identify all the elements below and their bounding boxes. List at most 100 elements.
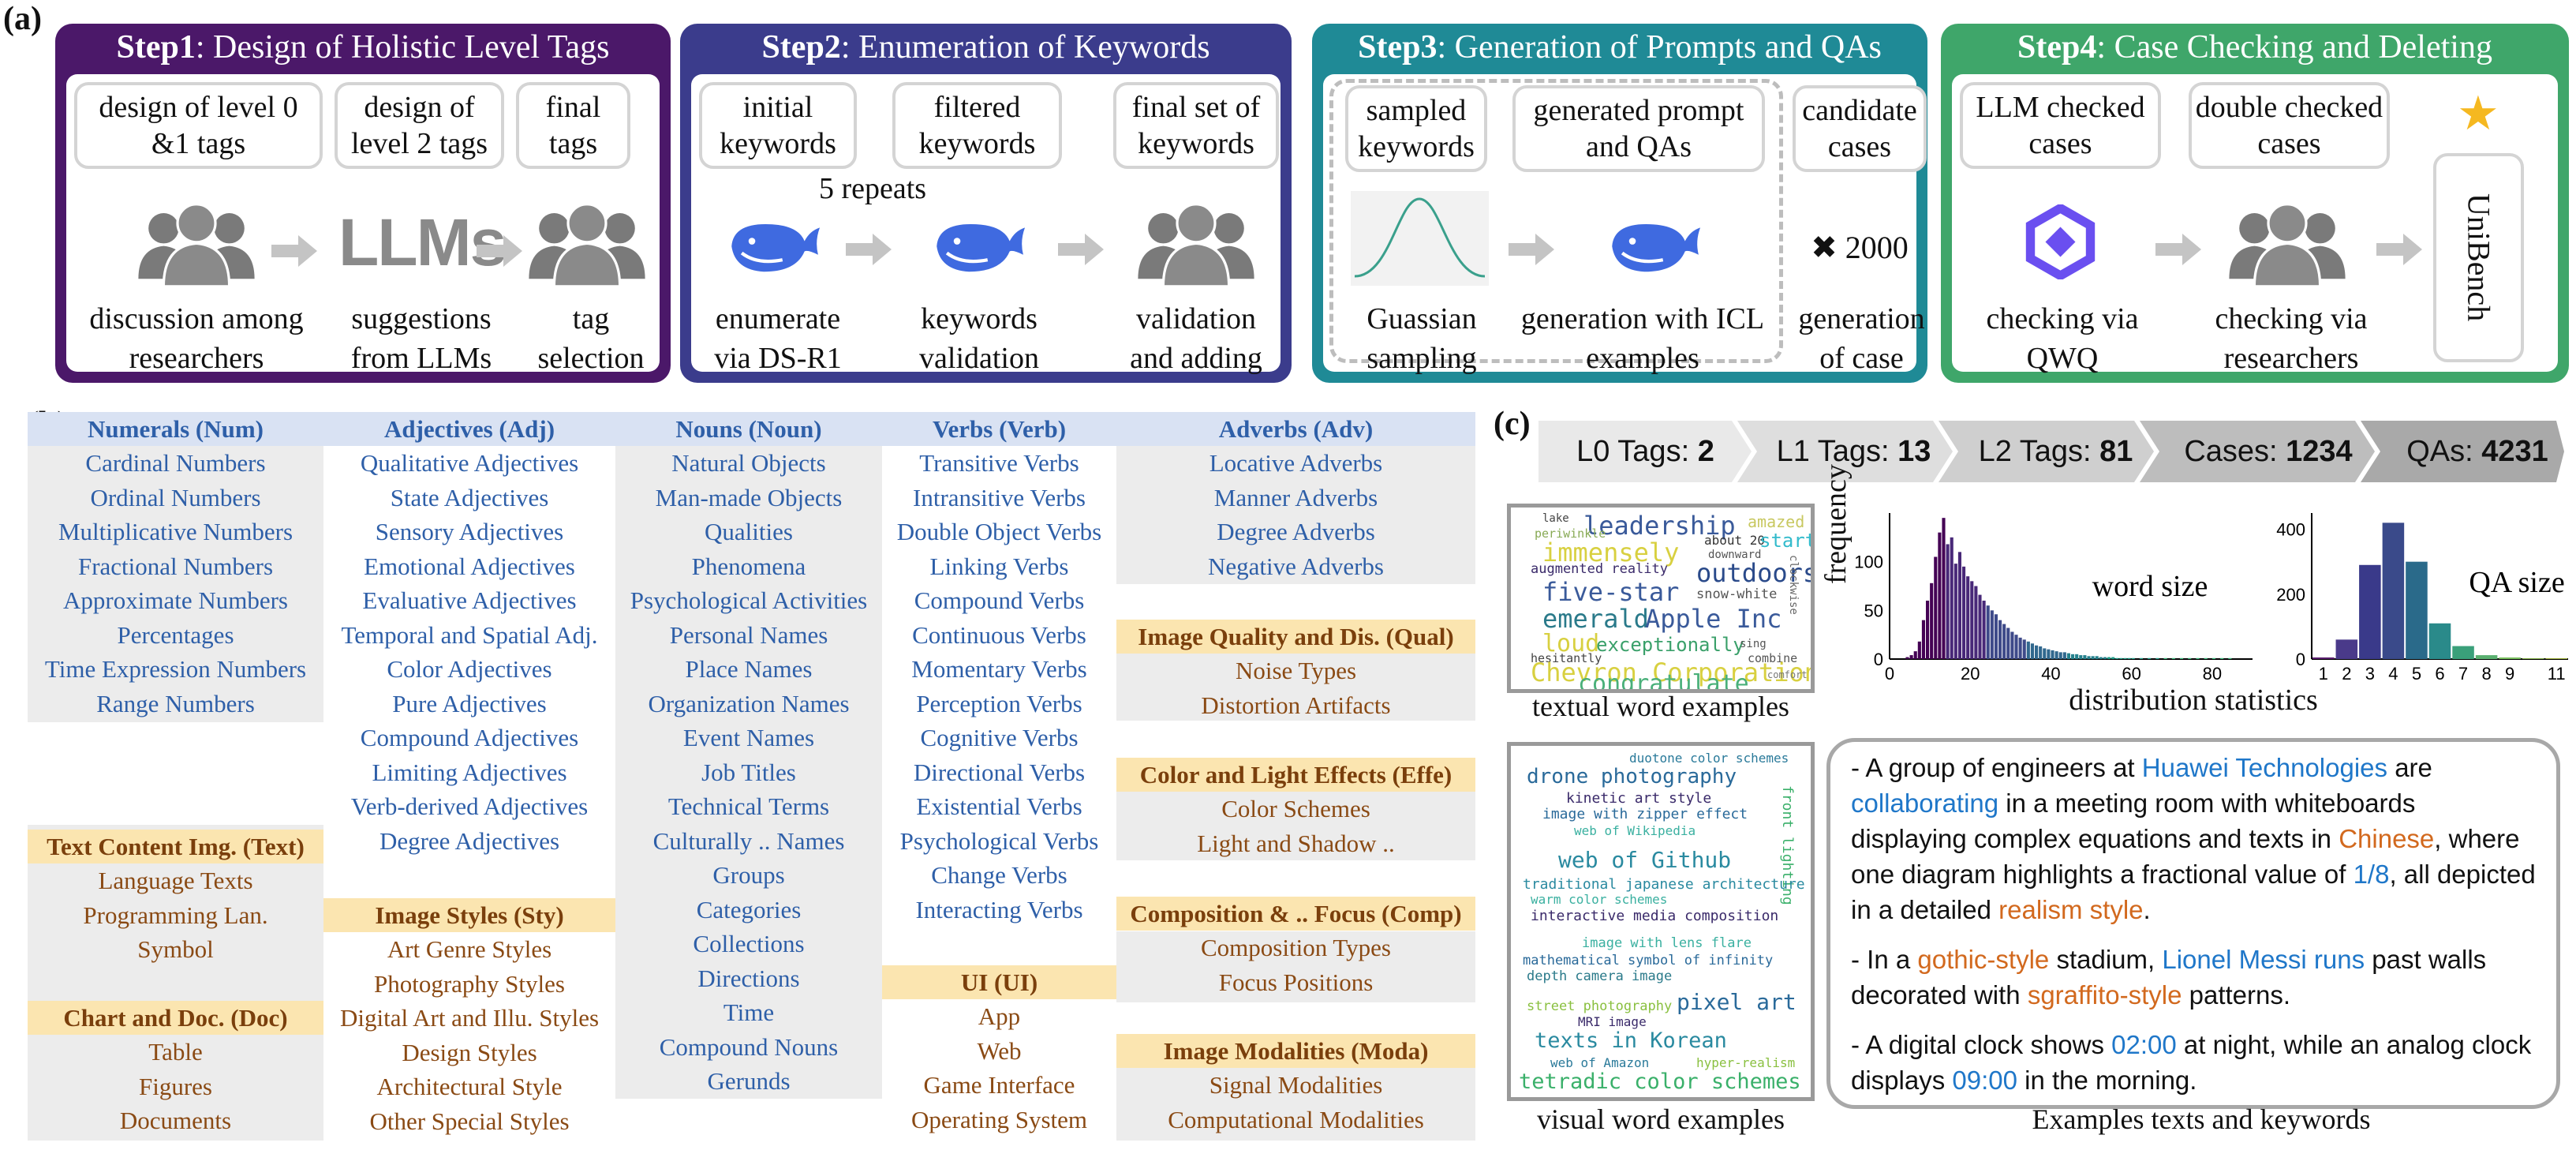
histogram-bar [2091, 656, 2095, 659]
column-bg [28, 825, 323, 1141]
tax-item: Game Interface [923, 1071, 1075, 1099]
histogram-bar [2062, 652, 2066, 659]
histogram-bar [2111, 657, 2115, 659]
tax-item: Qualities [705, 518, 793, 545]
step1-title: Step1: Design of Holistic Level Tags [116, 29, 610, 66]
x-tick-label: 2 [2342, 664, 2351, 684]
tag-l2: L2 Tags: 81 [1978, 435, 2133, 468]
wordcloud-word: emerald [1542, 604, 1649, 634]
llms-logo: LLMs [338, 205, 507, 279]
histogram-bar [1957, 552, 1961, 659]
x-tick-label: 7 [2458, 664, 2468, 684]
deepseek-whale-icon [723, 212, 825, 280]
x-axis-label: word size [2092, 570, 2208, 603]
histogram-bar [2131, 657, 2135, 659]
tax-item: Gerunds [707, 1067, 791, 1095]
repeats-label: 5 repeats [818, 172, 927, 205]
tax-item: Emotional Adjectives [364, 552, 575, 580]
histogram-bar [2452, 646, 2474, 659]
wordcloud-word: MRI image [1578, 1014, 1647, 1029]
tax-item: Symbol [137, 935, 214, 963]
wordcloud-word: web of Amazon [1550, 1055, 1650, 1070]
tax-item: Natural Objects [671, 449, 826, 477]
histogram-bar [2054, 651, 2058, 659]
histogram-bar [1942, 518, 1946, 659]
tag-cases: Cases: 1234 [2184, 435, 2353, 468]
histogram-bar [2095, 656, 2099, 659]
step2-title: Step2: Enumeration of Keywords [761, 29, 1210, 66]
tax-item: Figures [139, 1072, 212, 1100]
histogram-bar [2522, 658, 2544, 659]
tax-item: Range Numbers [96, 689, 255, 717]
histogram-bar [2039, 646, 2043, 659]
tax-header-adverbs: Adverbs (Adv) [1116, 412, 1475, 446]
tax-item: Groups [712, 861, 785, 889]
researchers-icon [2224, 200, 2350, 289]
tax-item: Momentary Verbs [911, 655, 1087, 683]
histogram-bar [1986, 605, 1990, 659]
histogram-bar [1970, 581, 1974, 659]
wordcloud-word: pixel art [1677, 989, 1796, 1015]
column-bg [615, 412, 882, 1099]
histogram-bar [2180, 657, 2184, 659]
tax-item: Table [148, 1038, 203, 1066]
step2-box-final: final set of keywords [1113, 82, 1279, 169]
wordcloud-word: leadership [1583, 511, 1736, 541]
wordcloud-word: augmented reality [1531, 561, 1668, 577]
histogram-bar [1953, 564, 1957, 659]
arrow-icon [2376, 232, 2424, 267]
visual-wordcloud: duotone color schemes drone photography … [1507, 742, 1815, 1101]
step4-caption-qwq: checking via QWQ [1986, 302, 2139, 375]
histogram-bar [2359, 564, 2381, 659]
multiplier-label: ✖ 2000 [1811, 230, 1909, 265]
step3-box-sampled: sampled keywords [1345, 85, 1487, 172]
tax-item: Psychological Verbs [899, 826, 1099, 855]
x-tick-label: 60 [2122, 664, 2140, 684]
tax-item: Documents [119, 1107, 232, 1134]
wordcloud-word: lake [1542, 512, 1569, 525]
histogram-bar [1974, 586, 1978, 659]
tax-item: Distortion Artifacts [1201, 691, 1391, 719]
deepseek-whale-icon [928, 212, 1030, 280]
histogram-bar [1966, 576, 1970, 659]
wordcloud-word: downward [1708, 549, 1762, 561]
histogram-bar [1962, 566, 1966, 659]
histogram-bar [1938, 532, 1942, 659]
histogram-bar [1990, 610, 1994, 659]
histogram-bar [1913, 651, 1917, 659]
tag-qas: QAs: 4231 [2406, 435, 2548, 468]
y-tick-label: 0 [1874, 650, 1883, 669]
column-bg [1116, 1066, 1475, 1141]
tax-item: Change Verbs [931, 861, 1067, 889]
x-tick-label: 11 [2548, 664, 2566, 684]
x-tick-label: 8 [2481, 664, 2491, 684]
wordcloud-word: mathematical symbol of infinity [1523, 953, 1774, 968]
step2-box-filtered: filtered keywords [892, 82, 1062, 169]
tax-header-effects: Color and Light Effects (Effe) [1116, 758, 1475, 792]
histogram-bar [2002, 624, 2006, 659]
y-tick-label: 50 [1864, 601, 1883, 620]
step1-box-level01: design of level 0 &1 tags [74, 82, 323, 169]
histogram-bar [1930, 582, 1934, 659]
tax-item: Linking Verbs [929, 552, 1069, 580]
step4-box-llm-checked: LLM checked cases [1960, 82, 2161, 169]
deepseek-whale-icon [1603, 212, 1706, 280]
wordcloud-word: immensely [1542, 538, 1680, 568]
tax-item: Personal Names [669, 620, 828, 649]
wordcloud-word: snow-white [1696, 586, 1778, 602]
examples-box: - A group of engineers at Huawei Technol… [1826, 738, 2560, 1109]
column-bg [1116, 789, 1475, 860]
wordcloud-word: congratulate [1578, 670, 1749, 693]
wordcloud-word: start [1759, 530, 1815, 552]
step4-title: Step4: Case Checking and Deleting [2017, 29, 2492, 66]
tax-item: Percentages [117, 620, 234, 649]
tax-item: Focus Positions [1218, 968, 1374, 996]
tax-item: Art Genre Styles [387, 935, 552, 963]
histogram-bar [1950, 537, 1953, 659]
histogram-bar [1905, 657, 1909, 659]
x-tick-label: 1 [2319, 664, 2328, 684]
qwq-logo-icon [2025, 204, 2096, 279]
tax-item: Intransitive Verbs [913, 483, 1086, 511]
tax-item: Other Special Styles [369, 1107, 570, 1135]
wordcloud-word: street photography [1527, 998, 1673, 1014]
